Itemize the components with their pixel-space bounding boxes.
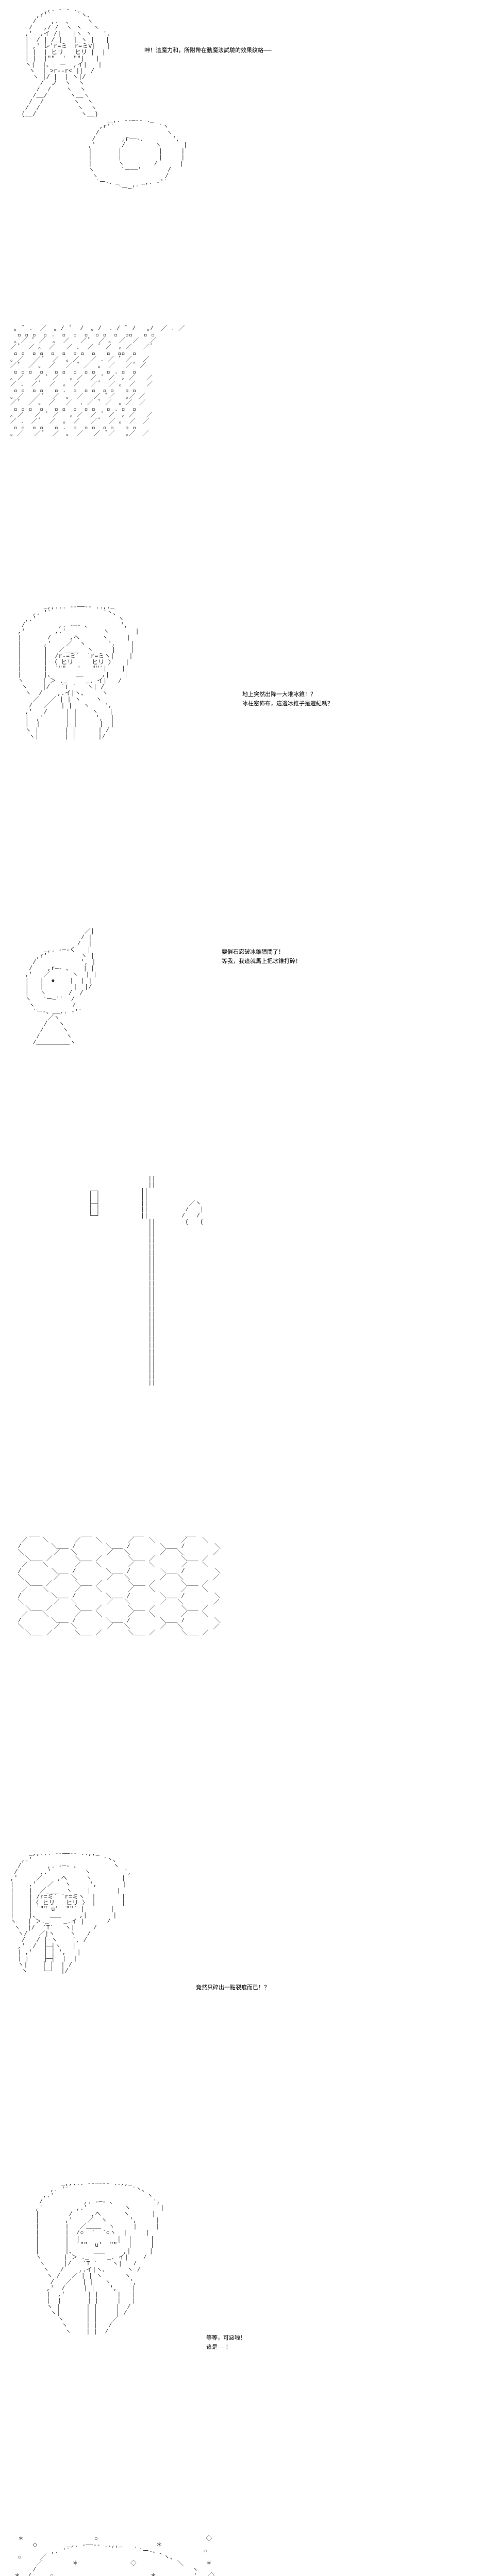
panel-1: _,. -─- ._ ,r'´ `ヽ、 / ,. 、 ヽ / ,/ / ヽ ヽ … [0,0,482,299]
ascii-character-shocked: _,,... --──-- ..,,_ ,. '´ `丶、 ,.' ヽ / ,.… [21,2180,164,2341]
panel-8: _,,... --──-- ..,,_ ,. '´ `丶、 ,.' ヽ / ,.… [0,2174,482,2509]
ascii-profile: ／| / | / | _,. -─-く | ,r' ヽ | / ', | / ,… [10,928,97,1052]
dialogue-line-1: 等等，可惡啦！ [206,2335,246,2341]
dialogue-line-2: 冰柱密佈布，這邊冰錐子是還紀嗎？ [242,701,333,707]
panel-4: ／| / | / | _,. -─-く | ,r' ヽ | / ', | / ,… [0,902,482,1149]
ascii-effect-lines: ｡ ﾟ . ／ ｡ / ﾟ / ｡ / . / ﾟ / ｡/ ／ . ／ ﾟ ／… [10,326,185,443]
ascii-character-face: _,,... --──-- ..,,_ ,. '´ `丶、 ,.' ヽ / ,.… [10,604,139,746]
dialogue-line-1: 地上突然出降一大堆冰錐！？ [242,691,316,698]
dialogue-panel-1: 呻！這魔力和，所附帶在動魔法試驗的效果紋絡── [144,46,272,56]
ascii-character-pose: _,. -─- ._ ,r'´ `ヽ、 / ,. 、 ヽ / ,/ / ヽ ヽ … [10,6,187,198]
ascii-hexagon-pattern: ___ ___ ___ ___ ／ ＼ ／ ＼ ／ ＼ ／ ＼ / ＼___ /… [10,1531,221,1642]
dialogue-panel-3: 地上突然出降一大堆冰錐！？ 冰柱密佈布，這邊冰錐子是還紀嗎？ [242,690,333,708]
dialogue-panel-7: 竟然只碎出一點裂痕而已！？ [196,1984,270,1993]
dialogue-line-2: 這是──！ [206,2344,231,2350]
panel-2: ｡ ﾟ . ／ ｡ / ﾟ / ｡ / . / ﾟ / ｡/ ／ . ／ ﾟ ／… [0,319,482,577]
panel-7: _,,... --──-- ..,,_ ,.' `丶、 / ,. -─- 、 ヽ… [0,1844,482,2154]
dialogue-panel-4: 要催石忍破冰錐隱間了！ 等我，我這就馬上把冰錐打碎！ [222,948,301,966]
dialogue-line-2: 等我，我這就馬上把冰錐打碎！ [222,958,301,964]
panel-6: ___ ___ ___ ___ ／ ＼ ／ ＼ ／ ＼ ／ ＼ / ＼___ /… [0,1525,482,1824]
panel-9: ＊ ○ ◇ ◇ _,. -──-- ..,,_ ＊ ,. '´ ｀`ー-、_ ○… [0,2530,482,2576]
ascii-swirl-effect: ＊ ○ ◇ ◇ _,. -──-- ..,,_ ＊ ,. '´ ｀`ー-、_ ○… [10,2536,214,2576]
dialogue-line-1: 要催石忍破冰錐隱間了！ [222,949,284,955]
panel-5: || || ┌─┐ || │ │ || ├─┤ || ／ヽ │ │ || / |… [0,1170,482,1504]
ascii-vertical-pillar: || || ┌─┐ || │ │ || ├─┤ || ／ヽ │ │ || / |… [52,1176,204,1392]
dialogue-panel-8: 等等，可惡啦！ 這是──！ [206,2334,246,2352]
ascii-character-straining: _,,... --──-- ..,,_ ,.' `丶、 / ,. -─- 、 ヽ… [10,1851,131,1980]
panel-3: _,,... --──-- ..,,_ ,. '´ `丶、 ,.' ヽ / ,.… [0,598,482,881]
